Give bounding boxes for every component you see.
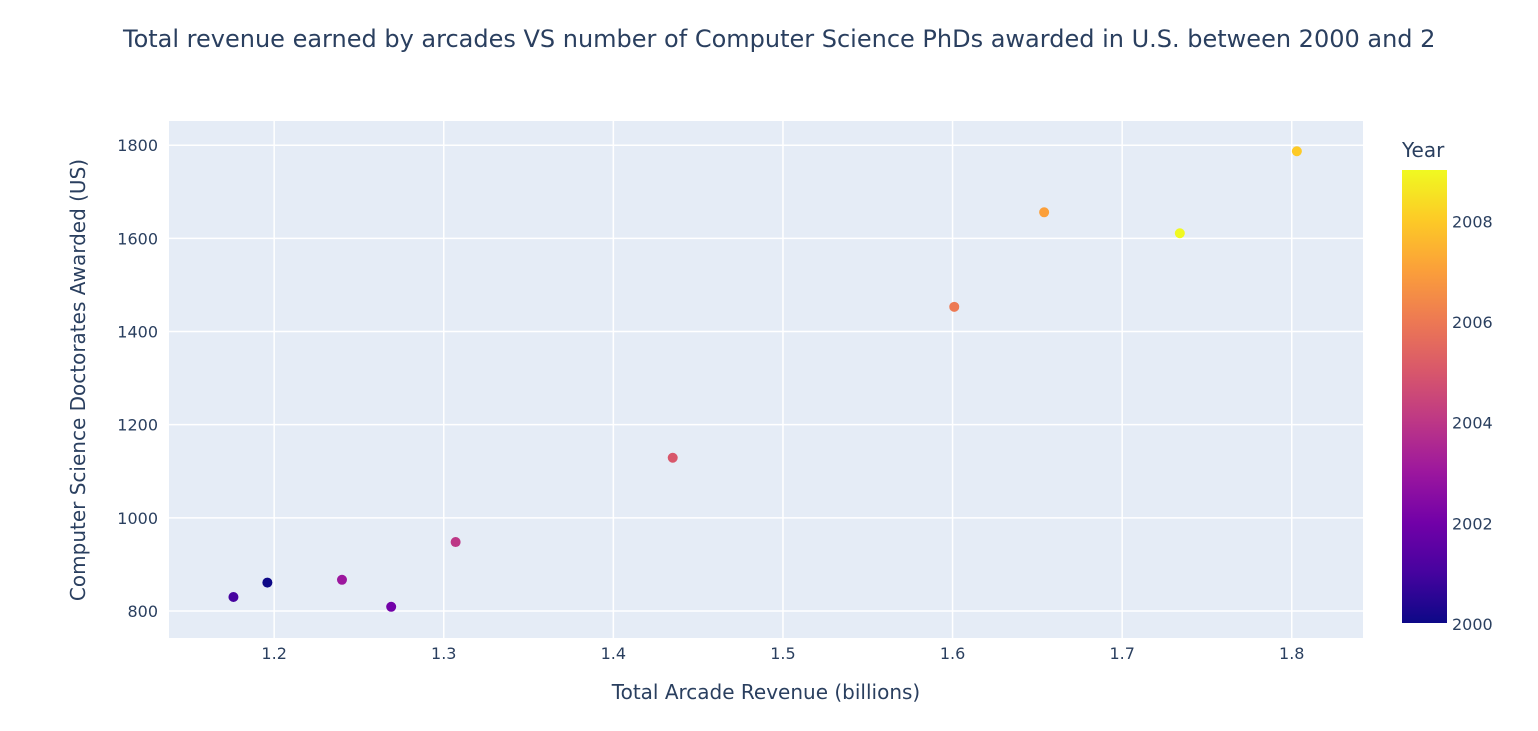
scatter-point: [337, 575, 347, 585]
y-tick-label: 1200: [117, 416, 158, 435]
y-tick-label: 1600: [117, 229, 158, 248]
colorbar: [1402, 170, 1447, 623]
colorbar-tick-label: 2008: [1452, 212, 1493, 231]
colorbar-title: Year: [1401, 138, 1445, 162]
colorbar-tick-label: 2004: [1452, 414, 1493, 433]
colorbar-tick-label: 2000: [1452, 615, 1493, 634]
y-tick-label: 1400: [117, 323, 158, 342]
scatter-point: [228, 592, 238, 602]
x-tick-label: 1.2: [261, 644, 286, 663]
x-tick-label: 1.7: [1109, 644, 1134, 663]
colorbar-tick-label: 2006: [1452, 313, 1493, 332]
x-tick-label: 1.3: [431, 644, 456, 663]
scatter-point: [668, 453, 678, 463]
scatter-point: [949, 302, 959, 312]
y-tick-label: 1000: [117, 509, 158, 528]
scatter-point: [386, 602, 396, 612]
x-tick-label: 1.4: [601, 644, 626, 663]
plot-area: [169, 121, 1363, 638]
scatter-point: [1039, 207, 1049, 217]
y-axis-title: Computer Science Doctorates Awarded (US): [66, 159, 90, 601]
scatter-point: [1292, 146, 1302, 156]
y-tick-label: 1800: [117, 136, 158, 155]
scatter-point: [451, 537, 461, 547]
chart-title: Total revenue earned by arcades VS numbe…: [122, 25, 1435, 53]
scatter-point: [262, 578, 272, 588]
x-axis-title: Total Arcade Revenue (billions): [611, 680, 920, 704]
x-tick-label: 1.6: [940, 644, 965, 663]
colorbar-tick-label: 2002: [1452, 514, 1493, 533]
scatter-point: [1175, 228, 1185, 238]
x-tick-label: 1.8: [1279, 644, 1304, 663]
colorbar-ticks: 2000 2002 2004 2006 2008: [1452, 212, 1493, 634]
y-axis-ticks: 800 1000 1200 1400 1600 1800: [117, 136, 158, 621]
x-tick-label: 1.5: [770, 644, 795, 663]
x-axis-ticks: 1.2 1.3 1.4 1.5 1.6 1.7 1.8: [261, 644, 1304, 663]
y-tick-label: 800: [127, 602, 158, 621]
